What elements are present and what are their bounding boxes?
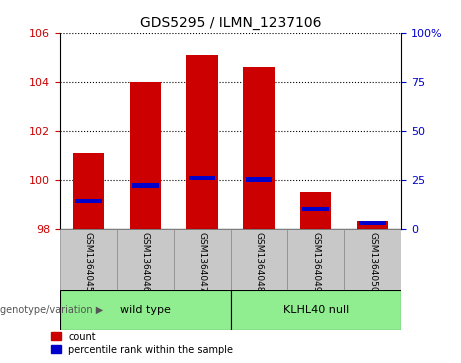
Bar (243, 67, 275, 229)
Title: GDS5295 / ILMN_1237106: GDS5295 / ILMN_1237106 (140, 16, 321, 30)
Text: GSM1364045: GSM1364045 (84, 232, 93, 292)
Text: wild type: wild type (120, 305, 171, 315)
FancyBboxPatch shape (174, 229, 230, 290)
Bar (357, 221, 388, 229)
Legend: count, percentile rank within the sample: count, percentile rank within the sample (51, 331, 233, 355)
Bar (130, 82, 161, 229)
Bar (302, 207, 329, 211)
FancyBboxPatch shape (60, 290, 230, 330)
Bar (73, 153, 104, 229)
Bar (75, 199, 101, 203)
Bar (186, 55, 218, 229)
FancyBboxPatch shape (287, 229, 344, 290)
Text: genotype/variation ▶: genotype/variation ▶ (0, 305, 103, 315)
FancyBboxPatch shape (60, 229, 117, 290)
Bar (189, 176, 215, 180)
Text: GSM1364048: GSM1364048 (254, 232, 263, 292)
FancyBboxPatch shape (344, 229, 401, 290)
FancyBboxPatch shape (230, 229, 287, 290)
Text: GSM1364047: GSM1364047 (198, 232, 207, 292)
Bar (300, 192, 331, 229)
Text: KLHL40 null: KLHL40 null (283, 305, 349, 315)
FancyBboxPatch shape (230, 290, 401, 330)
Bar (132, 183, 159, 188)
Text: GSM1364050: GSM1364050 (368, 232, 377, 293)
FancyBboxPatch shape (117, 229, 174, 290)
Bar (246, 178, 272, 182)
Bar (360, 221, 386, 225)
Text: GSM1364046: GSM1364046 (141, 232, 150, 292)
Text: GSM1364049: GSM1364049 (311, 232, 320, 292)
